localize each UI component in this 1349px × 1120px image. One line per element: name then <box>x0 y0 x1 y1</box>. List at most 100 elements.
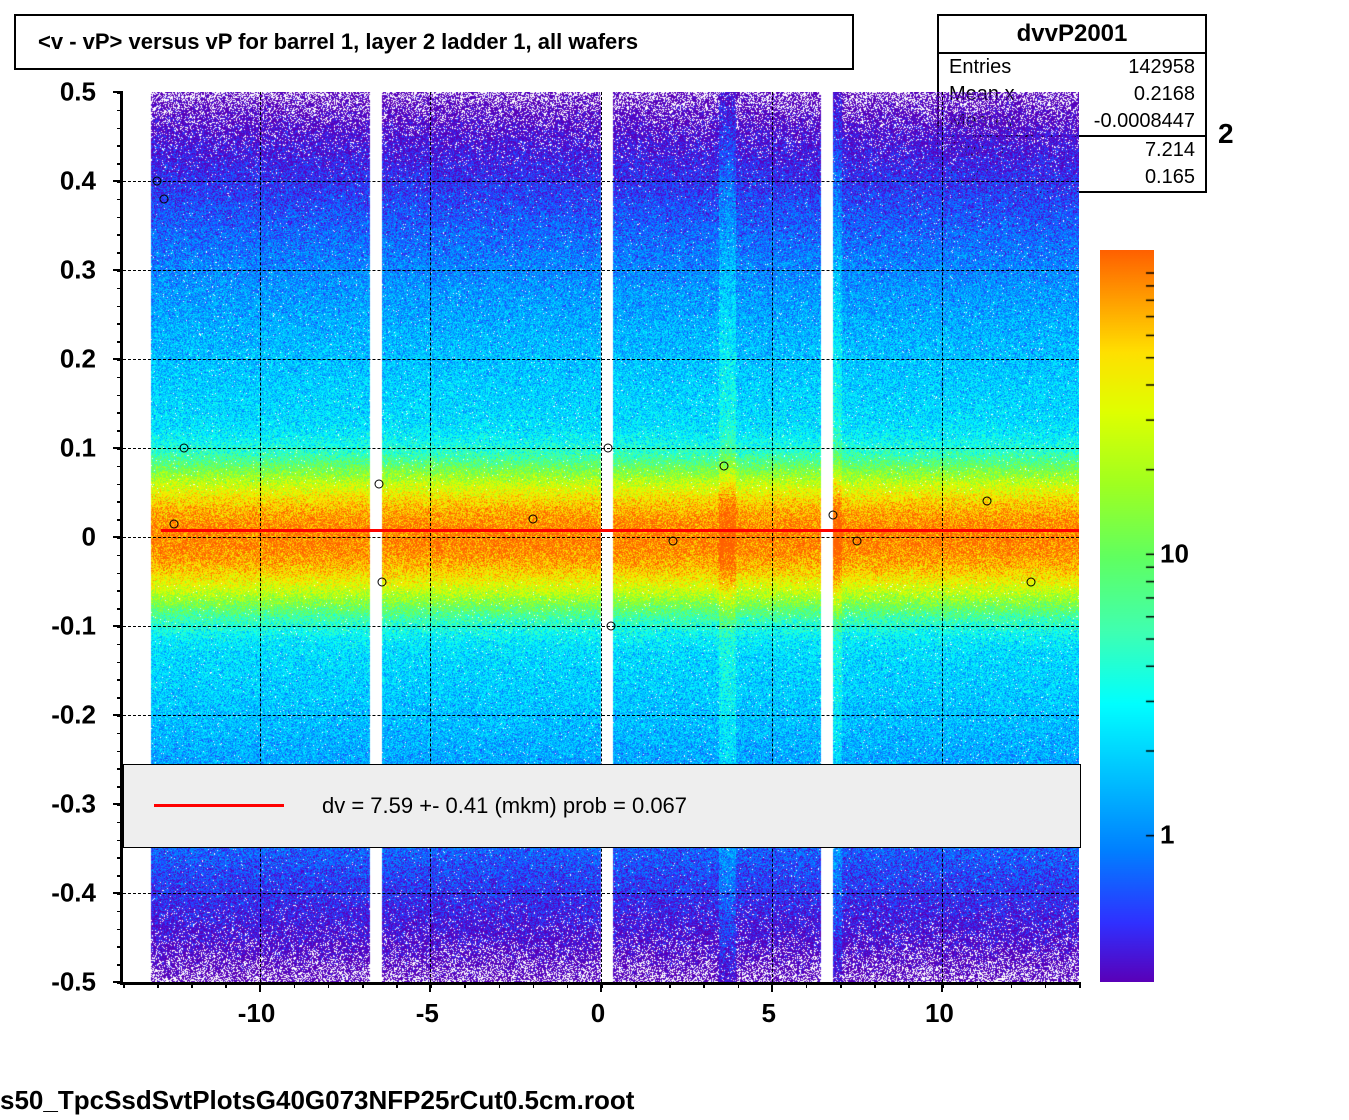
y-tick-minor <box>117 217 123 219</box>
x-axis-label: -10 <box>238 998 276 1029</box>
plot-title-box: <v - vP> versus vP for barrel 1, layer 2… <box>14 14 854 70</box>
y-tick-minor <box>117 679 123 681</box>
y-tick-minor <box>117 697 123 699</box>
y-tick-minor <box>117 110 123 112</box>
grid-line-v <box>772 92 773 982</box>
y-axis-label: 0.3 <box>60 255 96 286</box>
y-tick-minor <box>117 751 123 753</box>
y-axis-label: -0.2 <box>51 700 96 731</box>
x-tick-minor <box>703 982 705 988</box>
y-tick-minor <box>117 163 123 165</box>
y-tick-minor <box>117 608 123 610</box>
y-tick-minor <box>117 875 123 877</box>
x-axis-labels: -10-50510 <box>120 992 1076 1032</box>
y-tick-minor <box>117 946 123 948</box>
y-tick-minor <box>117 555 123 557</box>
colorbar-label: 10 <box>1160 538 1189 569</box>
x-tick-minor <box>669 982 671 988</box>
profile-marker <box>153 177 162 186</box>
stats-value: -0.0008447 <box>1094 110 1195 133</box>
y-tick-minor <box>117 359 123 361</box>
y-tick-minor <box>117 786 123 788</box>
profile-marker <box>528 515 537 524</box>
x-tick-minor <box>908 982 910 988</box>
y-tick-minor <box>117 804 123 806</box>
x-tick-minor <box>225 982 227 988</box>
x-tick-minor <box>191 982 193 988</box>
x-tick-minor <box>533 982 535 988</box>
x-tick-minor <box>635 982 637 988</box>
y-tick-minor <box>117 92 123 94</box>
y-axis-label: 0 <box>82 522 96 553</box>
profile-marker <box>159 194 168 203</box>
y-tick-minor <box>117 395 123 397</box>
x-tick-minor <box>328 982 330 988</box>
y-tick-minor <box>117 234 123 236</box>
x-tick-minor <box>772 982 774 988</box>
grid-line-v <box>260 92 261 982</box>
y-tick-minor <box>117 733 123 735</box>
y-tick-minor <box>117 590 123 592</box>
y-axis-label: -0.4 <box>51 878 96 909</box>
x-tick-minor <box>840 982 842 988</box>
fit-line-segment <box>161 529 1079 532</box>
stats-value: 0.165 <box>1145 166 1195 189</box>
y-tick-minor <box>117 377 123 379</box>
y-tick-minor <box>117 288 123 290</box>
y-tick-minor <box>117 252 123 254</box>
stats-row: Entries142958 <box>939 54 1205 81</box>
y-tick-minor <box>117 929 123 931</box>
y-tick-minor <box>117 822 123 824</box>
x-tick-minor <box>874 982 876 988</box>
y-tick-minor <box>117 181 123 183</box>
z-axis-exponent: 2 <box>1218 118 1234 150</box>
y-axis-label: -0.3 <box>51 789 96 820</box>
x-tick-minor <box>977 982 979 988</box>
y-tick-minor <box>117 306 123 308</box>
x-axis-label: -5 <box>416 998 439 1029</box>
x-tick-minor <box>157 982 159 988</box>
y-tick-minor <box>117 537 123 539</box>
x-tick-minor <box>567 982 569 988</box>
y-tick-minor <box>117 626 123 628</box>
colorbar-labels: 110 <box>1160 250 1240 982</box>
x-tick-minor <box>430 982 432 988</box>
y-axis-label: -0.1 <box>51 611 96 642</box>
x-tick-minor <box>738 982 740 988</box>
profile-marker <box>668 537 677 546</box>
x-tick-minor <box>1079 982 1081 988</box>
x-axis-label: 5 <box>761 998 775 1029</box>
y-tick-minor <box>117 768 123 770</box>
grid-line-v <box>601 92 602 982</box>
y-tick-minor <box>117 430 123 432</box>
y-tick-minor <box>117 893 123 895</box>
stats-histogram-name: dvvP2001 <box>939 16 1205 54</box>
y-tick-minor <box>117 519 123 521</box>
y-tick-minor <box>117 466 123 468</box>
y-axis-label: -0.5 <box>51 967 96 998</box>
x-tick-minor <box>362 982 364 988</box>
legend-text: dv = 7.59 +- 0.41 (mkm) prob = 0.067 <box>322 793 687 819</box>
x-tick-minor <box>499 982 501 988</box>
y-tick-minor <box>117 857 123 859</box>
y-tick-minor <box>117 715 123 717</box>
legend-line-sample <box>154 804 284 807</box>
x-tick-minor <box>942 982 944 988</box>
x-tick-minor <box>396 982 398 988</box>
profile-marker <box>170 519 179 528</box>
y-axis-label: 0.5 <box>60 77 96 108</box>
x-axis-label: 0 <box>591 998 605 1029</box>
stats-value: 0.2168 <box>1134 83 1195 106</box>
y-tick-minor <box>117 448 123 450</box>
legend-box: dv = 7.59 +- 0.41 (mkm) prob = 0.067 <box>123 764 1081 848</box>
profile-marker <box>829 510 838 519</box>
profile-marker <box>378 577 387 586</box>
y-tick-minor <box>117 199 123 201</box>
profile-marker <box>982 497 991 506</box>
y-tick-minor <box>117 341 123 343</box>
profile-marker <box>603 444 612 453</box>
plot-area: dv = 7.59 +- 0.41 (mkm) prob = 0.067 <box>120 92 1079 985</box>
y-axis-labels: -0.5-0.4-0.3-0.2-0.100.10.20.30.40.5 <box>0 92 110 982</box>
y-axis-label: 0.2 <box>60 344 96 375</box>
x-tick-minor <box>601 982 603 988</box>
